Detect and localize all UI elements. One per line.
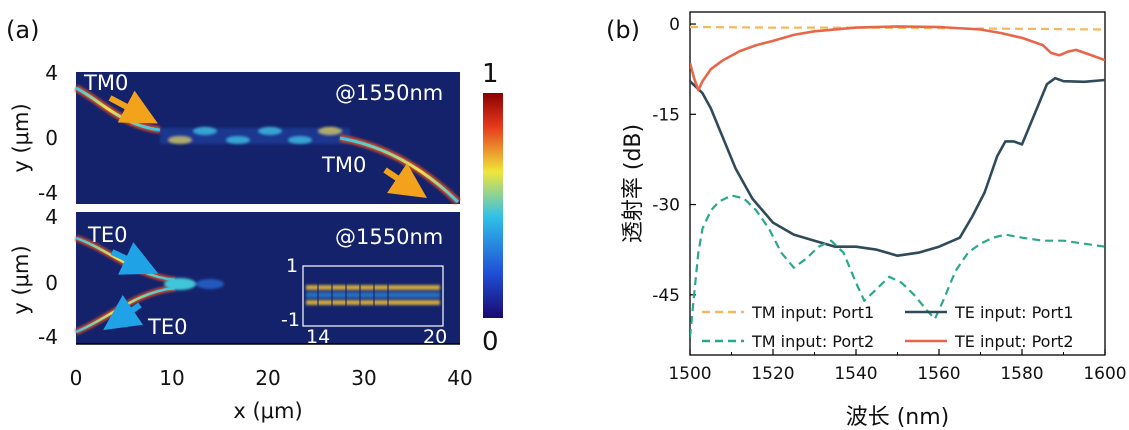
legend-label-3: TE input: Port2 xyxy=(954,332,1074,351)
field-map-top: TM0 TM0 @1550nm xyxy=(74,71,461,205)
ytick-label-0: 0 xyxy=(669,15,680,35)
panel-a-label: (a) xyxy=(6,16,39,44)
xtick-20: 20 xyxy=(255,366,280,390)
colorbar-max-label: 1 xyxy=(482,59,499,89)
xtick-label-1560: 1560 xyxy=(917,364,960,384)
chart-ylabel: 透射率 (dB) xyxy=(621,124,646,243)
colorbar: 1 0 xyxy=(482,59,503,357)
panel-a-ylabel-bottom: y (μm) xyxy=(9,245,33,314)
tm0-output-core xyxy=(339,136,460,204)
ytick-bottom-0: 0 xyxy=(45,271,58,295)
ytick-top-neg4: -4 xyxy=(38,181,58,205)
series-line-tm-input-port1 xyxy=(690,25,1105,31)
wavelength-label-top: @1550nm xyxy=(335,81,443,105)
inset-ytick-bottom: -1 xyxy=(281,309,300,331)
xtick-10: 10 xyxy=(159,366,184,390)
panel-a-xlabel: x (μm) xyxy=(233,399,302,423)
te0-input-label: TE0 xyxy=(87,223,127,247)
inset-ytick-top: 1 xyxy=(286,255,298,277)
panel-a-xticks: 0 10 20 30 40 xyxy=(70,366,473,390)
panel-a-axes: 0 10 20 30 40 x (μm) 4 0 -4 4 0 -4 y (μm… xyxy=(9,61,473,423)
panel-b-label: (b) xyxy=(606,16,640,44)
chart-legend: TM input: Port1 TE input: Port1 TM input: … xyxy=(702,303,1074,351)
tm0-output-label: TM0 xyxy=(321,153,366,177)
panel-a: (a) TM0 TM0 @1550nm xyxy=(6,16,503,423)
inset-xtick-left: 14 xyxy=(306,326,330,348)
xtick-label-1500: 1500 xyxy=(668,364,711,384)
xtick-0: 0 xyxy=(70,366,83,390)
colorbar-gradient xyxy=(483,93,503,318)
tm0-input-label: TM0 xyxy=(83,71,128,95)
colorbar-min-label: 0 xyxy=(482,327,499,357)
transmission-chart: 1500 1520 1540 1560 1580 1600 0 -15 -30 -45 波长 (nm… xyxy=(621,11,1127,430)
legend-label-1: TE input: Port1 xyxy=(954,303,1074,322)
xtick-label-1580: 1580 xyxy=(1000,364,1043,384)
field-map-bottom: TE0 TE0 @1550nm 1 -1 14 20 xyxy=(74,212,460,348)
ytick-top-0: 0 xyxy=(45,126,58,150)
wavelength-label-bottom: @1550nm xyxy=(335,225,443,249)
inset-zoom: 1 -1 14 20 xyxy=(281,255,447,348)
legend-label-2: TM input: Port2 xyxy=(751,332,874,351)
ytick-top-4: 4 xyxy=(45,61,58,85)
ytick-label--30: -30 xyxy=(652,196,680,216)
coupling-region-modes xyxy=(160,127,350,144)
ytick-bottom-neg4: -4 xyxy=(38,325,58,349)
xtick-30: 30 xyxy=(351,366,376,390)
te0-output-arrow xyxy=(103,294,144,331)
tm0-input-arrow xyxy=(108,90,158,124)
series-line-te-input-port1 xyxy=(690,76,1105,257)
inset-xtick-right: 20 xyxy=(423,326,447,348)
ytick-label--45: -45 xyxy=(652,286,680,306)
legend-label-0: TM input: Port1 xyxy=(751,303,874,322)
xtick-40: 40 xyxy=(447,366,472,390)
xtick-label-1600: 1600 xyxy=(1083,364,1126,384)
panel-a-ylabel-top: y (μm) xyxy=(9,103,33,172)
series-line-te-input-port2 xyxy=(690,25,1105,92)
xtick-label-1520: 1520 xyxy=(751,364,794,384)
chart-xlabel: 波长 (nm) xyxy=(846,405,950,430)
tm0-input-core xyxy=(75,86,161,132)
xtick-label-1540: 1540 xyxy=(834,364,877,384)
panel-b: (b) 1500 1520 1540 1560 1580 1600 0 -15 -30 -45 波长… xyxy=(606,11,1127,430)
series-group xyxy=(690,25,1105,338)
ytick-bottom-4: 4 xyxy=(45,205,58,229)
te0-scattering-region xyxy=(164,278,224,290)
ytick-label--15: -15 xyxy=(652,105,680,125)
tm0-output-arrow xyxy=(383,163,427,198)
series-line-tm-input-port2 xyxy=(690,194,1105,338)
te0-input-arrow xyxy=(110,242,159,275)
te0-output-label: TE0 xyxy=(147,315,187,339)
